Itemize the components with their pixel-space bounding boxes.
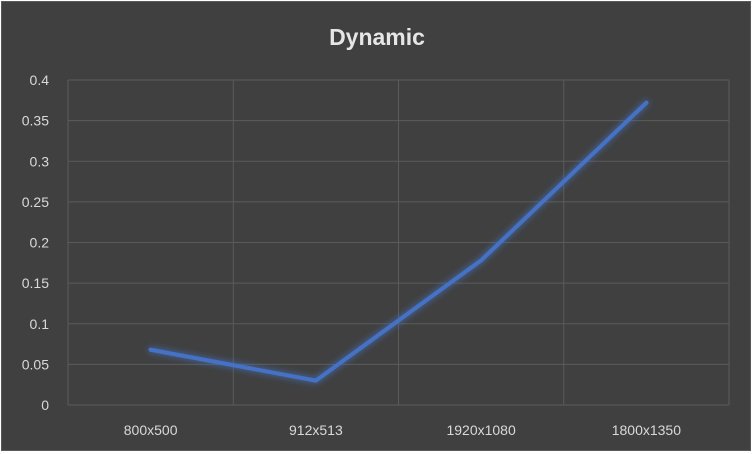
series-line [148,100,649,383]
data-point [313,378,318,383]
x-tick-label: 1920x1080 [446,422,516,438]
y-tick-label: 0.4 [30,72,50,88]
series-layer [148,100,649,383]
y-tick-label: 0.15 [22,275,49,291]
y-tick-label: 0.3 [30,153,50,169]
y-tick-label: 0.25 [22,194,49,210]
x-tick-label: 800x500 [124,422,178,438]
chart-title: Dynamic [329,24,425,50]
data-point [479,258,484,263]
x-axis: 800x500 912x513 1920x1080 1800x1350 [124,422,681,438]
y-tick-label: 0 [41,397,49,413]
data-point [644,100,649,105]
grid-layer [67,79,730,406]
y-tick-label: 0.1 [30,316,50,332]
y-tick-label: 0.35 [22,113,49,129]
x-tick-label: 1800x1350 [612,422,682,438]
y-tick-label: 0.05 [22,356,49,372]
y-axis: 0 0.05 0.1 0.15 0.2 0.25 0.3 0.35 0.4 [22,72,49,413]
y-tick-label: 0.2 [30,235,50,251]
data-point [148,347,153,352]
x-tick-label: 912x513 [289,422,343,438]
